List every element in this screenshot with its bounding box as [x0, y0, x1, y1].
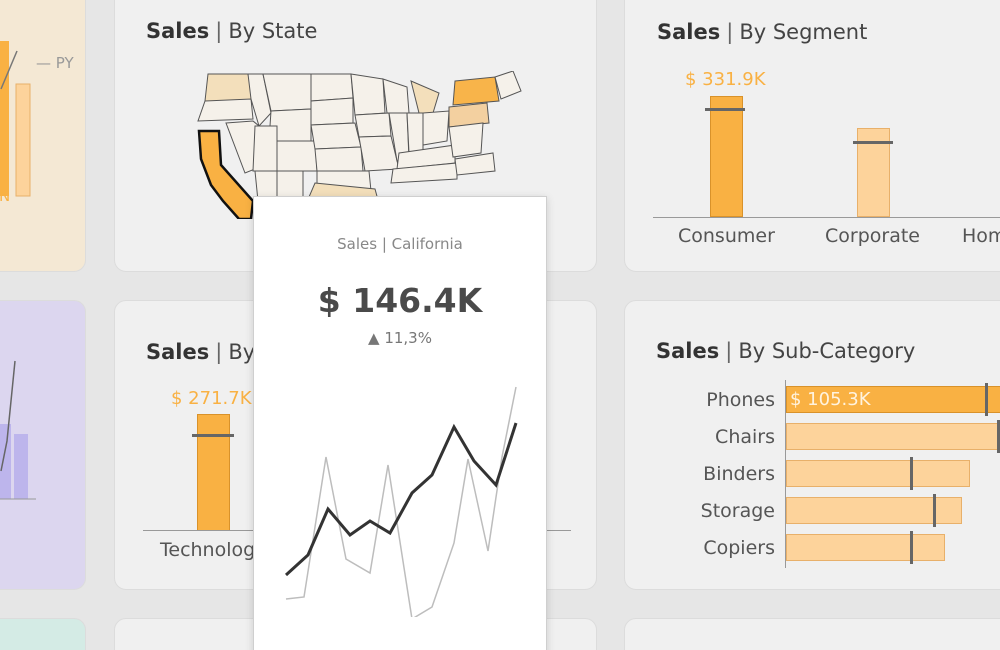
map-state-co: [276, 140, 318, 172]
profit-mini-chart: [0, 360, 36, 500]
subcategory-value-phones: $ 105.3K: [790, 389, 871, 410]
segment-py-tick-corporate: [853, 141, 893, 144]
map-state-nc: [454, 152, 496, 176]
segment-label-consumer: Consumer: [678, 225, 775, 247]
map-state-mo: [358, 135, 400, 172]
subcategory-py-tick-storage: [933, 494, 936, 527]
segment-label-home-office: Hom: [962, 225, 1000, 247]
trend-line: [0, 50, 18, 90]
subcategory-bar-storage[interactable]: [786, 497, 962, 524]
category-label-technology: Technolog: [160, 539, 256, 561]
profit-line: [0, 360, 16, 472]
trend-bar-py: [15, 83, 31, 197]
trend-bar-current: [0, 41, 9, 196]
bottom-left-card[interactable]: [0, 618, 86, 650]
subcategory-py-tick-binders: [910, 457, 913, 490]
tooltip-value: $ 146.4K: [317, 281, 483, 320]
segment-bar-consumer[interactable]: [710, 96, 743, 217]
map-state-ks: [314, 146, 364, 172]
trend-mini-chart: [0, 41, 31, 197]
map-state-id: [247, 73, 272, 127]
subcategory-label-storage: Storage: [700, 500, 775, 522]
state-card-title: Sales | By State: [146, 19, 318, 43]
map-state-va: [448, 122, 484, 158]
map-state-or: [197, 98, 254, 122]
map-state-mt: [262, 73, 312, 112]
category-top-value: $ 271.7K: [171, 388, 252, 409]
map-state-mn: [350, 73, 386, 116]
subcategory-label-chairs: Chairs: [715, 426, 775, 448]
sparkline-previous-year: [285, 386, 517, 617]
profit-bar-py: [14, 434, 28, 499]
profit-bar-current: [0, 424, 11, 499]
subcategory-bar-phones[interactable]: [786, 386, 1000, 413]
segment-top-value: $ 331.9K: [685, 69, 766, 90]
subcategory-bar-copiers[interactable]: [786, 534, 945, 561]
map-state-ia: [354, 112, 392, 138]
sparkline-current-year: [284, 422, 518, 577]
py-legend-label: — PY: [36, 54, 74, 72]
segment-axis: [653, 217, 1000, 218]
category-bar-technology[interactable]: [197, 414, 230, 531]
partial-label: N: [0, 187, 11, 205]
tooltip-delta: ▲ 11,3%: [368, 329, 432, 347]
sales-trend-card[interactable]: — PY N: [0, 0, 86, 272]
california-state-highlight[interactable]: [195, 129, 265, 219]
map-state-ca: [197, 129, 255, 219]
map-state-oh: [422, 110, 450, 146]
subcategory-axis: [785, 380, 786, 568]
tooltip-subtitle: Sales | California: [337, 235, 463, 253]
map-state-pa: [448, 102, 490, 128]
subcategory-py-tick-phones: [985, 383, 988, 416]
segment-py-tick-consumer: [705, 108, 745, 111]
map-state-tn: [390, 162, 458, 184]
map-state-wi: [382, 78, 410, 114]
subcategory-label-copiers: Copiers: [703, 537, 775, 559]
subcategory-py-tick-chairs: [997, 420, 1000, 453]
sales-by-segment-card[interactable]: Sales | By Segment $ 331.9K Consumer Corpo…: [624, 0, 1000, 272]
map-state-ny: [452, 76, 500, 106]
subcategory-card-title: Sales | By Sub-Category: [656, 339, 916, 363]
subcategory-label-binders: Binders: [703, 463, 775, 485]
segment-card-title: Sales | By Segment: [657, 20, 868, 44]
map-state-ne: [310, 122, 362, 150]
state-tooltip: Sales | California $ 146.4K ▲ 11,3%: [253, 196, 547, 650]
segment-label-corporate: Corporate: [825, 225, 920, 247]
category-card-title: Sales | By: [146, 340, 256, 364]
map-state-ne-states: [494, 71, 522, 100]
subcategory-bar-binders[interactable]: [786, 460, 970, 487]
map-state-sd: [310, 97, 354, 126]
profit-trend-card[interactable]: [0, 300, 86, 590]
map-state-in: [406, 112, 424, 154]
subcategory-bar-chairs[interactable]: [786, 423, 1000, 450]
map-state-nd: [310, 73, 354, 102]
subcategory-label-phones: Phones: [706, 389, 775, 411]
map-state-mi: [410, 80, 440, 114]
category-py-tick-technology: [192, 434, 234, 437]
tooltip-sparkline: [284, 386, 518, 617]
subcategory-py-tick-copiers: [910, 531, 913, 564]
bottom-right-card[interactable]: [624, 618, 1000, 650]
